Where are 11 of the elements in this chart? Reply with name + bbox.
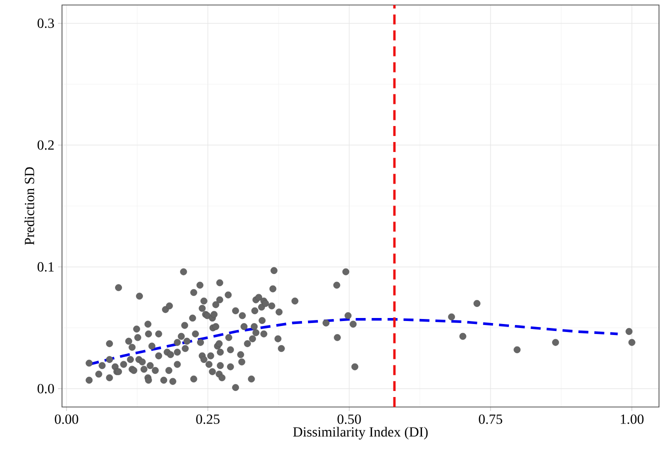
x-axis-title: Dissimilarity Index (DI) (293, 426, 428, 440)
x-tick-label: 0.00 (54, 414, 78, 424)
x-tick-label: 0.50 (338, 414, 361, 424)
y-tick-label: 0.0 (38, 384, 54, 394)
x-tick-label: 0.25 (196, 414, 220, 424)
x-tick-label: 0.75 (478, 414, 502, 424)
y-tick-label: 0.2 (38, 140, 54, 150)
x-tick-label: 1.00 (620, 414, 644, 424)
y-tick-label: 0.3 (38, 18, 54, 28)
y-tick-label: 0.1 (38, 262, 54, 272)
y-axis-title: Prediction SD (24, 167, 34, 245)
